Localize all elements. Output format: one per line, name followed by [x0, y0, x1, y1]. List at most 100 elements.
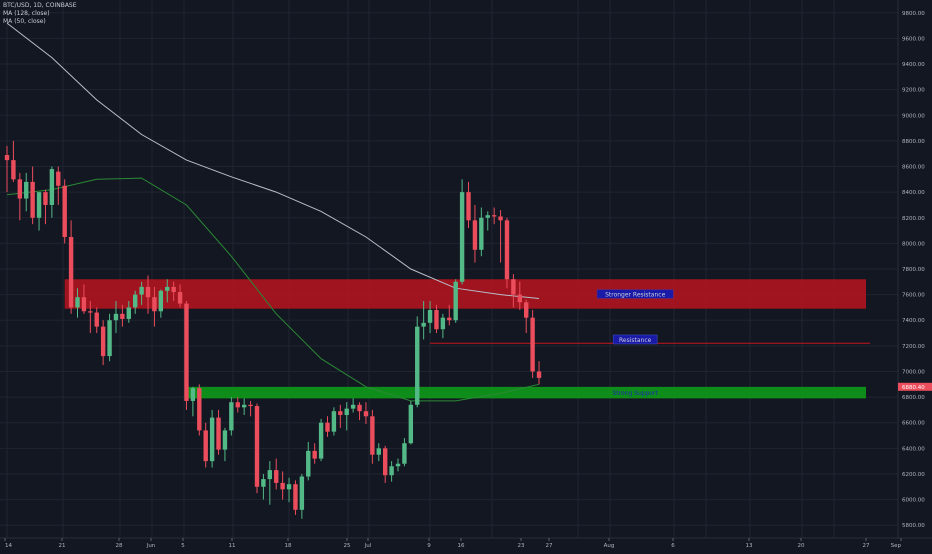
candle [126, 301, 131, 323]
candle [504, 217, 510, 289]
candle [376, 443, 381, 462]
candle [389, 461, 394, 482]
candle [100, 320, 106, 366]
candle [222, 427, 228, 462]
candle-body [68, 236, 74, 308]
candle [415, 316, 420, 408]
candle-body [197, 388, 202, 431]
x-tick-label: 23 [518, 543, 525, 549]
candle-body [408, 404, 414, 444]
time-axis [0, 538, 932, 550]
candle [434, 304, 439, 334]
candle [235, 397, 240, 413]
candle [190, 386, 196, 417]
x-tick-label: 11 [229, 543, 236, 549]
candle [459, 179, 465, 285]
candle [81, 284, 87, 314]
candle-body [126, 307, 131, 319]
candle-body [395, 463, 401, 467]
candle [177, 284, 183, 308]
candle-body [24, 181, 29, 199]
candle-body [4, 154, 10, 161]
candle-body [318, 422, 324, 459]
candle-body [88, 311, 93, 313]
strong-support-label: Strong Support [612, 390, 658, 397]
y-tick-label: 7800.00 [902, 267, 925, 273]
candle [274, 458, 279, 490]
candle-body [344, 408, 349, 416]
candle [30, 166, 35, 225]
candle [36, 192, 42, 231]
x-tick-label: 21 [59, 543, 66, 549]
candle [498, 210, 503, 263]
candle-body [94, 312, 99, 327]
last-price-tag [898, 382, 932, 391]
x-tick-label: Sep [891, 543, 902, 549]
candle-body [36, 192, 42, 218]
candle-body [363, 411, 369, 417]
y-tick-label: 8400.00 [902, 190, 925, 196]
candle-body [479, 217, 484, 250]
candle-body [177, 292, 183, 304]
resistance-label: Resistance [612, 334, 658, 345]
candle-body [325, 422, 330, 432]
candle-body [472, 220, 478, 250]
x-tick-label: Jun [146, 543, 156, 549]
candle-body [113, 313, 119, 321]
y-tick-label: 9400.00 [902, 62, 925, 68]
candle-body [504, 220, 510, 280]
candle [466, 181, 471, 229]
chart-title: BTC/USD, 1D, COINBASE [3, 2, 77, 9]
candle-body [100, 326, 106, 357]
candle-body [209, 417, 215, 462]
candle [248, 400, 253, 417]
candle [286, 477, 292, 503]
candle-body [498, 216, 503, 221]
candle-body [299, 476, 305, 510]
y-tick-label: 8000.00 [902, 241, 925, 247]
candle-body [56, 171, 61, 186]
y-tick-label: 7600.00 [902, 293, 925, 299]
ma-fast-legend: MA (50, close) [3, 18, 46, 25]
candle [536, 361, 542, 385]
candle [306, 441, 311, 481]
candle [267, 461, 273, 505]
candle [56, 166, 61, 205]
y-tick-label: 6200.00 [902, 472, 925, 478]
candle [440, 313, 446, 339]
stronger-resistance-label: Stronger Resistance [596, 289, 674, 299]
candle-body [165, 286, 170, 291]
candle [453, 279, 458, 323]
candle [241, 398, 247, 416]
candle-body [11, 160, 16, 180]
candle-body [30, 181, 35, 218]
candle [4, 146, 10, 193]
x-tick-label: Jul [364, 543, 372, 549]
zone-strong-support [186, 386, 867, 399]
candle-body [222, 430, 228, 450]
candle [479, 207, 484, 257]
candle-body [120, 313, 125, 319]
y-tick-label: 7400.00 [902, 318, 925, 324]
x-tick-label: 14 [5, 543, 12, 549]
candle [331, 407, 337, 436]
candle-body [421, 322, 426, 327]
candle [68, 220, 74, 314]
candle-body [447, 317, 452, 321]
y-tick-label: 7200.00 [902, 344, 925, 350]
candle-body [152, 297, 157, 312]
y-tick-label: 5800.00 [902, 523, 925, 529]
candle-body [184, 303, 189, 401]
candle-body [274, 470, 279, 483]
candle [11, 140, 16, 182]
candle [363, 402, 369, 424]
candle-body [216, 417, 221, 450]
candle [184, 301, 189, 410]
candle [133, 290, 138, 314]
y-tick-label: 6400.00 [902, 446, 925, 452]
candle [421, 301, 426, 340]
candle-body [261, 479, 266, 487]
candle [344, 402, 349, 431]
